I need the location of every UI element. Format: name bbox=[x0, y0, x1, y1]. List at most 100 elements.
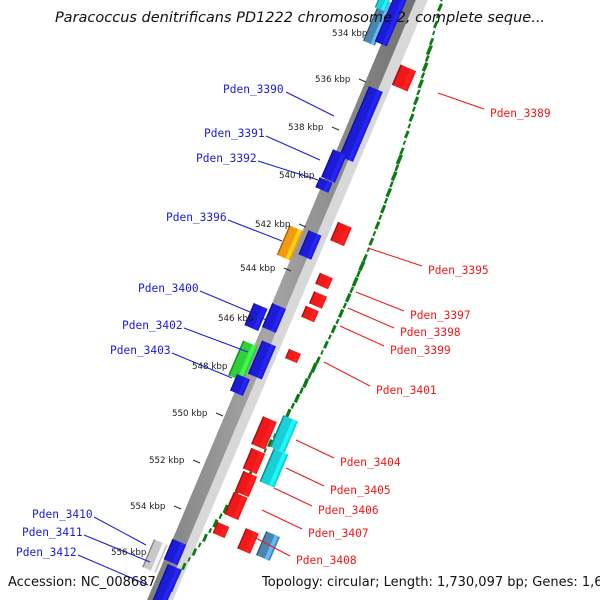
gene-glyph[interactable] bbox=[256, 531, 280, 561]
gene-glyph[interactable] bbox=[234, 470, 258, 498]
gene-label-reverse[interactable]: Pden_3395 bbox=[428, 264, 489, 277]
gene-glyph[interactable] bbox=[374, 0, 391, 12]
gene-glyph[interactable] bbox=[158, 564, 182, 592]
gene-glyph[interactable] bbox=[259, 448, 289, 488]
gene-glyph[interactable] bbox=[276, 225, 304, 261]
chromosome-axis[interactable] bbox=[142, 0, 432, 600]
gene-glyph[interactable] bbox=[163, 538, 187, 566]
callout-leader-forward bbox=[83, 534, 151, 563]
gc-dash-segment bbox=[416, 89, 421, 96]
gene-glyph[interactable] bbox=[298, 230, 322, 260]
gene-label-forward[interactable]: Pden_3396 bbox=[166, 211, 227, 224]
gene-label-reverse[interactable]: Pden_3405 bbox=[330, 484, 391, 497]
gene-shadow bbox=[315, 177, 321, 188]
gene-glyph[interactable] bbox=[315, 177, 333, 193]
gene-label-reverse[interactable]: Pden_3398 bbox=[400, 326, 461, 339]
gene-label-forward[interactable]: Pden_3412 bbox=[16, 546, 77, 559]
gene-label-forward[interactable]: Pden_3410 bbox=[32, 508, 93, 521]
gene-label-forward[interactable]: Pden_3392 bbox=[196, 152, 257, 165]
gene-glyph[interactable] bbox=[321, 149, 347, 183]
gc-dash-segment bbox=[413, 96, 420, 106]
gc-dash-segment bbox=[212, 518, 219, 528]
gene-glyph[interactable] bbox=[270, 415, 298, 453]
page-title: Paracoccus denitrificans PD1222 chromoso… bbox=[55, 10, 545, 26]
gene-glyph[interactable] bbox=[315, 272, 333, 290]
ruler-labels: 534 kbp 536 kbp 538 kbp 540 kbp 542 kbp 544 k… bbox=[111, 29, 368, 558]
callout-leader-reverse bbox=[273, 487, 313, 507]
gc-dash-segment bbox=[181, 562, 187, 571]
gene-glyph[interactable] bbox=[212, 521, 230, 539]
gene-glyph[interactable] bbox=[262, 303, 286, 333]
callout-leader-reverse bbox=[355, 291, 405, 312]
ruler-tick-mark bbox=[215, 412, 224, 417]
ruler-tick-label: 554 kbp bbox=[130, 502, 166, 512]
gene-highlight bbox=[238, 377, 249, 396]
callout-leader-forward bbox=[93, 516, 147, 546]
gc-dash-segment bbox=[408, 113, 415, 122]
gc-dash-segment bbox=[378, 214, 383, 221]
gene-label-reverse[interactable]: Pden_3407 bbox=[308, 527, 369, 540]
gene-shadow bbox=[321, 149, 335, 178]
gene-glyph[interactable] bbox=[237, 528, 259, 554]
gc-dash-segment bbox=[222, 504, 229, 514]
gene-glyph[interactable] bbox=[330, 221, 352, 247]
gene-label-forward[interactable]: Pden_3402 bbox=[122, 319, 183, 332]
gene-label-reverse[interactable]: Pden_3397 bbox=[410, 309, 471, 322]
gene-label-reverse[interactable]: Pden_3401 bbox=[376, 384, 437, 397]
gc-dash-segment bbox=[433, 20, 439, 29]
gene-glyph[interactable] bbox=[339, 86, 383, 162]
gc-dash-segment bbox=[293, 393, 301, 404]
gc-dash-segment bbox=[351, 276, 359, 287]
gene-glyph[interactable] bbox=[248, 340, 276, 380]
gc-dash-segment bbox=[197, 542, 202, 548]
callout-leader-reverse bbox=[367, 247, 423, 267]
callout-leaders bbox=[77, 91, 485, 586]
gene-labels[interactable]: Pden_3390 Pden_3391 Pden_3392 Pden_3396 Pden… bbox=[16, 83, 551, 567]
gc-dash-segment bbox=[290, 402, 296, 409]
gene-glyph[interactable] bbox=[391, 64, 417, 92]
gene-label-reverse[interactable]: Pden_3404 bbox=[340, 456, 401, 469]
gc-dash-segment bbox=[389, 181, 394, 188]
gene-highlight bbox=[162, 588, 171, 600]
ruler-tick-mark bbox=[283, 267, 292, 272]
gene-glyph[interactable] bbox=[301, 305, 319, 323]
gene-highlight bbox=[259, 419, 276, 449]
gene-glyph[interactable] bbox=[244, 303, 268, 331]
gene-label-forward[interactable]: Pden_3400 bbox=[138, 282, 199, 295]
gene-label-reverse[interactable]: Pden_3389 bbox=[490, 107, 551, 120]
gene-highlight bbox=[233, 495, 246, 520]
gene-glyph[interactable] bbox=[224, 492, 248, 520]
callout-leader-forward bbox=[171, 352, 233, 379]
gene-label-reverse[interactable]: Pden_3406 bbox=[318, 504, 379, 517]
gene-label-reverse[interactable]: Pden_3408 bbox=[296, 554, 357, 567]
gene-glyph[interactable] bbox=[309, 291, 327, 309]
gene-label-reverse[interactable]: Pden_3399 bbox=[390, 344, 451, 357]
gene-glyph[interactable] bbox=[230, 374, 250, 396]
gene-glyph-group[interactable] bbox=[142, 0, 417, 600]
gene-glyph[interactable] bbox=[251, 416, 277, 450]
gene-glyph[interactable] bbox=[374, 0, 407, 47]
gene-glyph[interactable] bbox=[242, 447, 266, 475]
gene-shadow bbox=[391, 64, 402, 86]
gene-shadow bbox=[374, 0, 394, 42]
gene-glyph[interactable] bbox=[152, 585, 172, 600]
gene-highlight bbox=[401, 68, 415, 91]
gene-label-forward[interactable]: Pden_3403 bbox=[110, 344, 171, 357]
ruler-tick-label: 538 kbp bbox=[288, 123, 324, 133]
gc-dash-segment bbox=[383, 197, 389, 204]
gene-shadow bbox=[244, 303, 255, 326]
callout-leader-forward bbox=[285, 91, 335, 117]
gene-shadow bbox=[230, 374, 239, 391]
ruler-tick-label: 550 kbp bbox=[172, 409, 208, 419]
gene-label-forward[interactable]: Pden_3390 bbox=[223, 83, 284, 96]
gc-dash-segment bbox=[374, 221, 381, 230]
gc-dash-segment bbox=[302, 378, 310, 389]
gene-glyph[interactable] bbox=[363, 0, 393, 46]
gene-label-forward[interactable]: Pden_3391 bbox=[204, 127, 265, 140]
gene-glyph[interactable] bbox=[285, 348, 301, 364]
gc-dash-segment bbox=[368, 237, 375, 246]
ruler-tick-label: 552 kbp bbox=[149, 456, 185, 466]
gene-label-forward[interactable]: Pden_3411 bbox=[22, 526, 83, 539]
